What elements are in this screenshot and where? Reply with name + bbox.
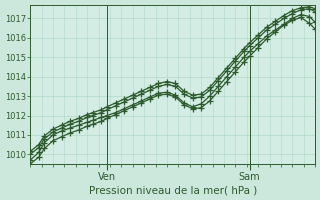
X-axis label: Pression niveau de la mer( hPa ): Pression niveau de la mer( hPa ) [89,185,257,195]
